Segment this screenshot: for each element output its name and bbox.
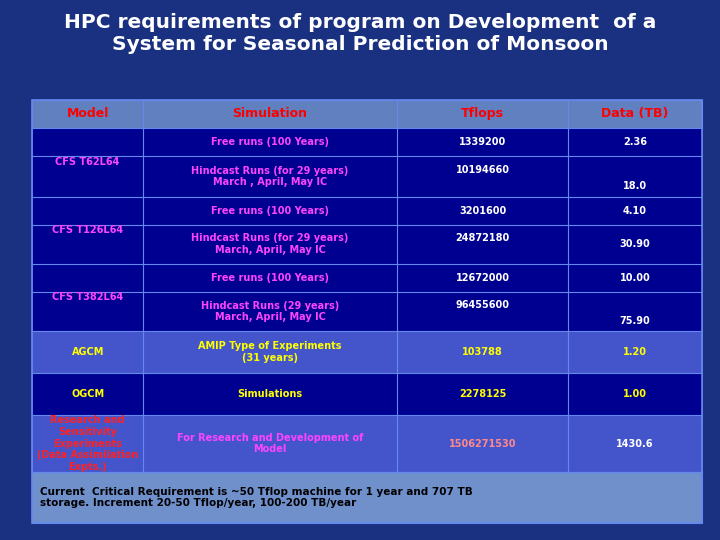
Text: 1430.6: 1430.6 (616, 438, 654, 449)
Text: Simulation: Simulation (233, 107, 307, 120)
Text: AMIP Type of Experiments
(31 years): AMIP Type of Experiments (31 years) (198, 341, 342, 363)
Bar (32, 264, 702, 292)
Text: 24872180: 24872180 (456, 233, 510, 243)
Text: 103788: 103788 (462, 347, 503, 357)
Text: 2.36: 2.36 (623, 137, 647, 147)
Bar (32, 472, 702, 523)
Bar (32, 197, 702, 225)
Text: For Research and Development of
Model: For Research and Development of Model (177, 433, 364, 455)
Text: 30.90: 30.90 (620, 239, 650, 249)
Text: 18.0: 18.0 (623, 181, 647, 192)
Text: Hindcast Runs (29 years)
March, April, May IC: Hindcast Runs (29 years) March, April, M… (201, 300, 339, 322)
Text: 12672000: 12672000 (456, 273, 510, 282)
Text: 96455600: 96455600 (456, 300, 510, 310)
Text: OGCM: OGCM (71, 389, 104, 399)
Text: CFS T126L64: CFS T126L64 (52, 225, 123, 235)
Text: 3201600: 3201600 (459, 206, 506, 215)
Text: Simulations: Simulations (238, 389, 302, 399)
Bar (32, 373, 702, 415)
Text: AGCM: AGCM (71, 347, 104, 357)
Text: Tflops: Tflops (462, 107, 504, 120)
Text: Free runs (100 Years): Free runs (100 Years) (211, 137, 329, 147)
Text: 1506271530: 1506271530 (449, 438, 516, 449)
Text: HPC requirements of program on Development  of a
System for Seasonal Prediction : HPC requirements of program on Developme… (64, 14, 656, 55)
Text: CFS T62L64: CFS T62L64 (55, 157, 120, 167)
Text: 75.90: 75.90 (620, 316, 650, 326)
Text: CFS T382L64: CFS T382L64 (52, 292, 123, 302)
Text: Free runs (100 Years): Free runs (100 Years) (211, 206, 329, 215)
Bar (32, 100, 702, 128)
Bar (32, 331, 702, 373)
Bar (32, 100, 702, 523)
Text: Data (TB): Data (TB) (601, 107, 669, 120)
Text: Current  Critical Requirement is ~50 Tflop machine for 1 year and 707 TB
storage: Current Critical Requirement is ~50 Tflo… (40, 487, 472, 509)
Text: 10.00: 10.00 (620, 273, 650, 282)
Text: 1339200: 1339200 (459, 137, 506, 147)
Text: Hindcast Runs (for 29 years)
March , April, May IC: Hindcast Runs (for 29 years) March , Apr… (192, 166, 348, 187)
Bar (32, 415, 702, 472)
Text: 10194660: 10194660 (456, 165, 510, 176)
Text: 1.20: 1.20 (623, 347, 647, 357)
Text: 1.00: 1.00 (623, 389, 647, 399)
Bar (32, 292, 702, 331)
Text: Research and
Sensitivity
Experiments
(Data Assimilation
Expts.): Research and Sensitivity Experiments (Da… (37, 415, 138, 472)
Text: Free runs (100 Years): Free runs (100 Years) (211, 273, 329, 282)
Text: Model: Model (66, 107, 109, 120)
Bar (32, 128, 702, 156)
Bar (32, 156, 702, 197)
Text: 4.10: 4.10 (623, 206, 647, 215)
Text: Hindcast Runs (for 29 years)
March, April, May IC: Hindcast Runs (for 29 years) March, Apri… (192, 233, 348, 255)
Bar (32, 225, 702, 264)
Text: 2278125: 2278125 (459, 389, 506, 399)
